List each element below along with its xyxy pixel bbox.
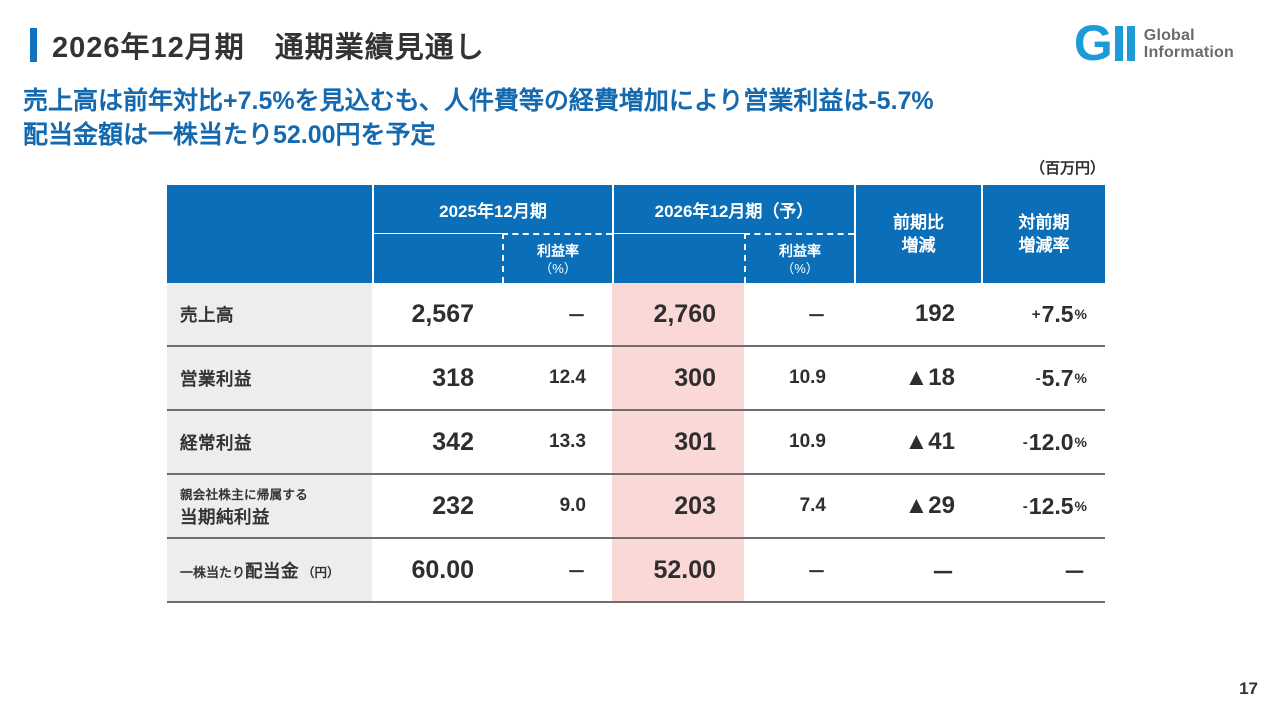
cell-yoy-diff: － bbox=[931, 559, 955, 587]
row-label: 営業利益 bbox=[167, 347, 372, 409]
margin-unit: （%） bbox=[539, 260, 577, 276]
logo-g-mark: G bbox=[1073, 15, 1113, 71]
row-label: 経常利益 bbox=[167, 411, 372, 473]
cell-yoy-pct: +7.5% bbox=[1031, 300, 1087, 327]
cell-fy2026-value: 301 bbox=[612, 411, 744, 473]
header-fy2025-value-subcol bbox=[372, 233, 502, 283]
cell-fy2026-value: 203 bbox=[612, 475, 744, 537]
logo-wordmark: Global Information bbox=[1144, 27, 1234, 61]
header-fy2026-value-subcol bbox=[612, 233, 744, 283]
cell-fy2025-margin: 13.3 bbox=[549, 431, 586, 452]
key-message-line2: 配当金額は一株当たり52.00円を予定 bbox=[23, 121, 436, 149]
cell-yoy-pct: -5.7% bbox=[1035, 364, 1087, 391]
header-yoy-diff-line2: 増減 bbox=[901, 236, 936, 255]
earnings-forecast-table: 2025年12月期 2026年12月期（予） 前期比 増減 対前期 増減率 利益… bbox=[167, 185, 1105, 603]
header-yoy-pct-line2: 増減率 bbox=[1018, 236, 1070, 255]
cell-fy2026-margin: － bbox=[806, 305, 826, 327]
cell-fy2025-value: 318 bbox=[432, 363, 474, 392]
cell-yoy-pct: -12.0% bbox=[1022, 428, 1087, 455]
logo-bar-icon bbox=[1126, 26, 1135, 61]
header-yoy-diff-line1: 前期比 bbox=[893, 213, 944, 232]
table-row-net-income: 親会社株主に帰属する 当期純利益 232 9.0 203 7.4 ▲29 -12… bbox=[167, 475, 1105, 539]
cell-yoy-diff: ▲41 bbox=[904, 428, 955, 455]
header-yoy-pct-line1: 対前期 bbox=[1018, 213, 1070, 232]
logo-ii-bars bbox=[1114, 26, 1135, 61]
page-title: 2026年12月期 通期業績見通し bbox=[52, 32, 485, 64]
table-row-sales: 売上高 2,567 － 2,760 － 192 +7.5% bbox=[167, 283, 1105, 347]
margin-label: 利益率 bbox=[779, 242, 821, 259]
logo-word-line1: Global bbox=[1143, 27, 1195, 44]
cell-fy2025-value: 232 bbox=[432, 491, 474, 520]
cell-yoy-diff: 192 bbox=[914, 300, 955, 327]
cell-fy2025-margin: 12.4 bbox=[549, 367, 586, 388]
logo-word-line2: Information bbox=[1143, 44, 1234, 61]
company-logo: G Global Information bbox=[1073, 15, 1234, 71]
header-row-label-col bbox=[167, 185, 372, 283]
cell-fy2025-value: 342 bbox=[432, 427, 474, 456]
logo-bar-icon bbox=[1114, 26, 1123, 61]
cell-yoy-diff: ▲18 bbox=[904, 364, 955, 391]
header-yoy-pct: 対前期 増減率 bbox=[981, 185, 1105, 283]
title-accent-bar bbox=[30, 28, 37, 62]
cell-fy2025-margin: － bbox=[566, 305, 586, 327]
row-label: 一株当たり 配当金 （円） bbox=[167, 539, 372, 601]
header-yoy-diff: 前期比 増減 bbox=[854, 185, 981, 283]
key-message: 売上高は前年対比+7.5%を見込むも、人件費等の経費増加により営業利益は-5.7… bbox=[23, 84, 934, 152]
page-number: 17 bbox=[1239, 679, 1258, 698]
table-row-operating-profit: 営業利益 318 12.4 300 10.9 ▲18 -5.7% bbox=[167, 347, 1105, 411]
table-header: 2025年12月期 2026年12月期（予） 前期比 増減 対前期 増減率 利益… bbox=[167, 185, 1105, 283]
cell-yoy-pct: -12.5% bbox=[1022, 492, 1087, 519]
cell-fy2026-margin: 10.9 bbox=[789, 367, 826, 388]
cell-yoy-pct: － bbox=[1063, 559, 1086, 585]
cell-fy2026-value: 300 bbox=[612, 347, 744, 409]
margin-unit: （%） bbox=[781, 260, 819, 276]
table-row-dividend-per-share: 一株当たり 配当金 （円） 60.00 － 52.00 － － － bbox=[167, 539, 1105, 603]
cell-fy2025-value: 2,567 bbox=[411, 299, 474, 328]
cell-fy2026-margin: － bbox=[806, 561, 826, 583]
cell-fy2026-value: 2,760 bbox=[612, 283, 744, 345]
cell-yoy-diff: ▲29 bbox=[904, 492, 955, 519]
header-fy2026-forecast: 2026年12月期（予） bbox=[612, 185, 854, 233]
cell-fy2026-margin: 7.4 bbox=[799, 495, 826, 516]
header-fy2025: 2025年12月期 bbox=[372, 185, 612, 233]
row-label: 親会社株主に帰属する 当期純利益 bbox=[167, 475, 372, 537]
header-fy2025-margin-subcol: 利益率 （%） bbox=[502, 233, 612, 283]
cell-fy2025-margin: － bbox=[566, 561, 586, 583]
row-label: 売上高 bbox=[167, 283, 372, 345]
cell-fy2025-value: 60.00 bbox=[411, 555, 474, 584]
cell-fy2026-margin: 10.9 bbox=[789, 431, 826, 452]
cell-fy2026-value: 52.00 bbox=[612, 539, 744, 601]
unit-note: （百万円） bbox=[1029, 160, 1105, 177]
margin-label: 利益率 bbox=[537, 242, 579, 259]
header-fy2026-margin-subcol: 利益率 （%） bbox=[744, 233, 854, 283]
table-row-ordinary-profit: 経常利益 342 13.3 301 10.9 ▲41 -12.0% bbox=[167, 411, 1105, 475]
cell-fy2025-margin: 9.0 bbox=[559, 495, 586, 516]
key-message-line1: 売上高は前年対比+7.5%を見込むも、人件費等の経費増加により営業利益は-5.7… bbox=[23, 87, 934, 115]
